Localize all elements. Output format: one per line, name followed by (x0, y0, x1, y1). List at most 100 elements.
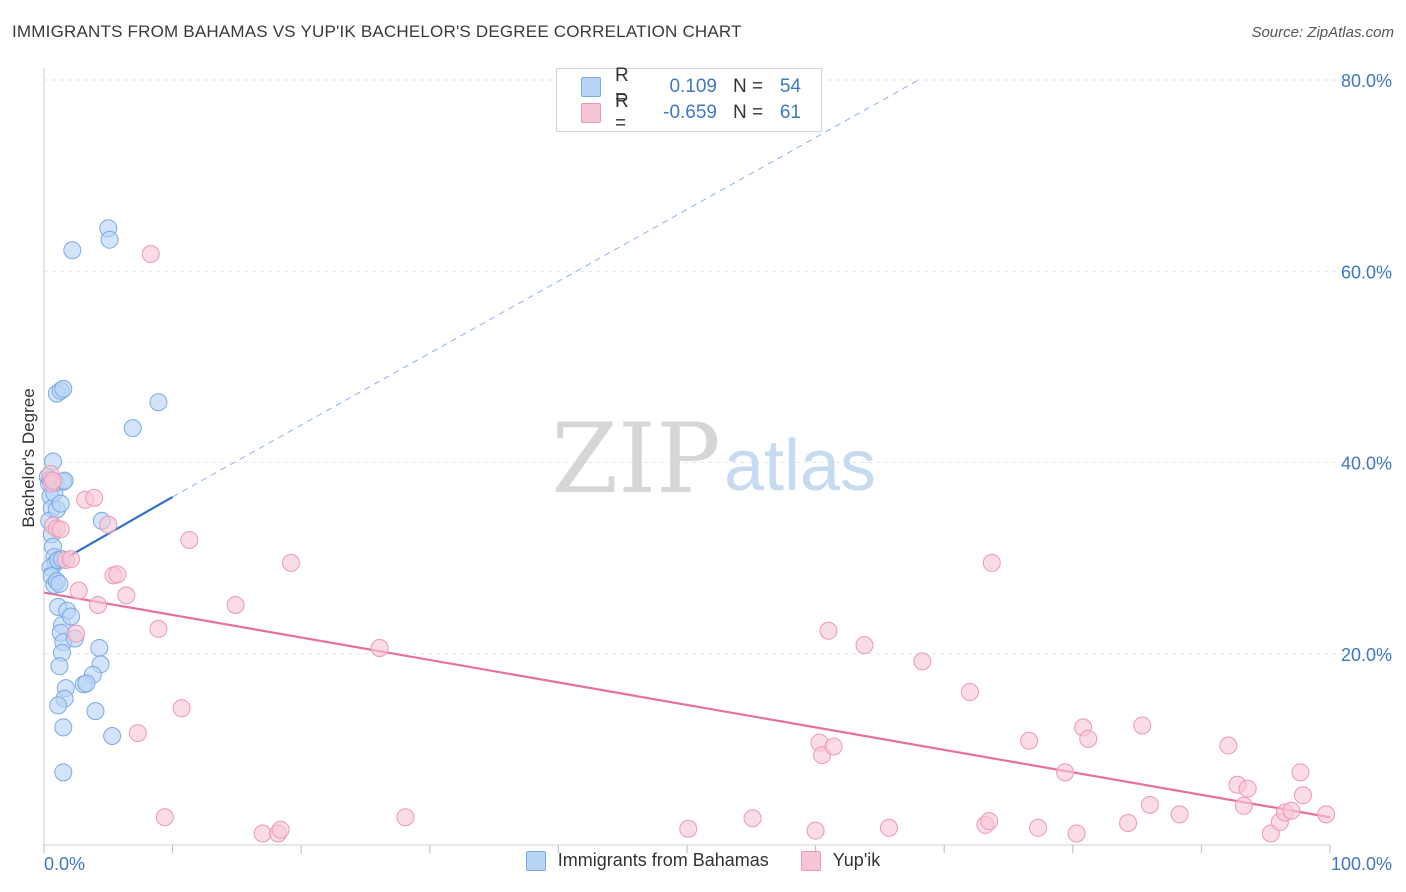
legend-r-label: R = (615, 65, 629, 108)
x-tick-label: 100.0% (1331, 854, 1392, 874)
yupik-point (67, 624, 86, 643)
yupik-point (108, 565, 127, 584)
yupik-point (960, 683, 979, 701)
yupik-point (1291, 763, 1310, 782)
yupik-point (281, 553, 300, 572)
y-tick-label: 40.0% (1341, 454, 1392, 474)
bahamas-point (123, 419, 142, 438)
yupik-point (69, 581, 88, 600)
yupik-point (226, 595, 245, 614)
series-legend-yupik[interactable]: Yup'ik (800, 850, 881, 871)
series-legend-label: Immigrants from Bahamas (557, 850, 769, 870)
series-legend-bahamas[interactable]: Immigrants from Bahamas (525, 850, 769, 871)
data-points (38, 219, 1336, 843)
yupik-point (149, 619, 168, 638)
yupik-point (824, 737, 843, 756)
series-legend-label: Yup'ik (832, 850, 881, 870)
axes (43, 68, 1331, 853)
chart-title: IMMIGRANTS FROM BAHAMAS VS YUP'IK BACHEL… (12, 22, 742, 41)
gridlines (44, 79, 1392, 655)
bahamas-point (54, 718, 73, 737)
tick-labels: 20.0% 40.0% 60.0% 80.0% 0.0% 100.0% (44, 71, 1392, 874)
bahamas-point (50, 574, 69, 593)
bahamas-point (77, 674, 96, 693)
correlation-legend: R = 0.109 N = 54 R = -0.659 N = 61 (556, 65, 822, 134)
yupik-point (743, 809, 762, 828)
x-tick-label: 0.0% (44, 854, 85, 874)
yupik-point (85, 488, 104, 507)
legend-row-yupik: R = -0.659 N = 61 (581, 91, 801, 134)
watermark-zip: ZIP (551, 403, 720, 515)
watermark: ZIP atlas (551, 403, 876, 515)
yupik-point (855, 636, 874, 655)
yupik-point (1140, 795, 1159, 814)
yupik-point (117, 586, 136, 605)
legend-r-value: 0.109 (669, 76, 717, 97)
bahamas-point (86, 702, 105, 721)
watermark-atlas: atlas (724, 426, 876, 506)
legend-row-bahamas: R = 0.109 N = 54 (581, 65, 801, 108)
yupik-point (89, 595, 108, 614)
yupik-point (819, 621, 838, 640)
y-tick-label: 60.0% (1341, 262, 1392, 282)
yupik-point (180, 530, 199, 549)
yupik-point (99, 515, 118, 534)
yupik-point (172, 699, 191, 718)
bahamas-point (90, 639, 109, 658)
yupik-point (1234, 796, 1253, 815)
bahamas-point (54, 379, 73, 398)
bahamas-point (100, 230, 119, 249)
bahamas-point (63, 241, 82, 260)
yupik-point (271, 820, 290, 839)
yupik-point (1067, 824, 1086, 843)
legend-r-label: R = (615, 91, 629, 134)
bahamas-point (50, 657, 69, 676)
series-swatch-pink (800, 850, 821, 871)
yupik-point (980, 812, 999, 831)
yupik-point (1317, 805, 1336, 824)
yupik-point (806, 821, 825, 840)
yupik-point (879, 818, 898, 837)
yupik-point (1238, 779, 1257, 798)
legend-swatch-blue (581, 77, 601, 97)
yupik-point (1282, 801, 1301, 820)
yupik-point (1219, 736, 1238, 755)
yupik-point (1293, 786, 1312, 805)
yupik-point (679, 819, 698, 838)
legend-r-value: -0.659 (663, 102, 717, 123)
legend-n-value: 54 (779, 76, 801, 97)
bahamas-point (103, 726, 122, 745)
yupik-point (1020, 731, 1039, 750)
bahamas-point (49, 696, 68, 715)
yupik-point (62, 550, 81, 569)
legend-n-value: 61 (779, 102, 801, 123)
yupik-trend-line (43, 591, 1331, 819)
yupik-point (370, 639, 389, 658)
bahamas-point (149, 393, 168, 412)
yupik-point (1170, 805, 1189, 824)
yupik-point (1079, 729, 1098, 748)
yupik-point (1029, 818, 1048, 837)
series-legend: Immigrants from Bahamas Yup'ik (0, 850, 1406, 871)
yupik-point (44, 471, 63, 490)
source-label: Source: ZipAtlas.com (1251, 24, 1394, 41)
yupik-point (51, 520, 70, 539)
yupik-point (1133, 716, 1152, 735)
legend-swatch-pink (581, 103, 601, 123)
yupik-point (913, 652, 932, 671)
y-tick-label: 20.0% (1341, 645, 1392, 665)
bahamas-point (54, 763, 73, 782)
legend-n-label: N = (733, 102, 764, 123)
yupik-point (141, 245, 160, 264)
bahamas-point (51, 494, 70, 513)
yupik-point (396, 808, 415, 827)
yupik-point (1119, 814, 1138, 833)
yupik-point (982, 553, 1001, 572)
bahamas-point (62, 607, 81, 626)
y-axis-label: Bachelor's Degree (19, 388, 38, 527)
series-swatch-blue (525, 850, 546, 871)
yupik-point (155, 808, 174, 827)
yupik-point (1056, 763, 1075, 782)
yupik-point (128, 724, 147, 743)
